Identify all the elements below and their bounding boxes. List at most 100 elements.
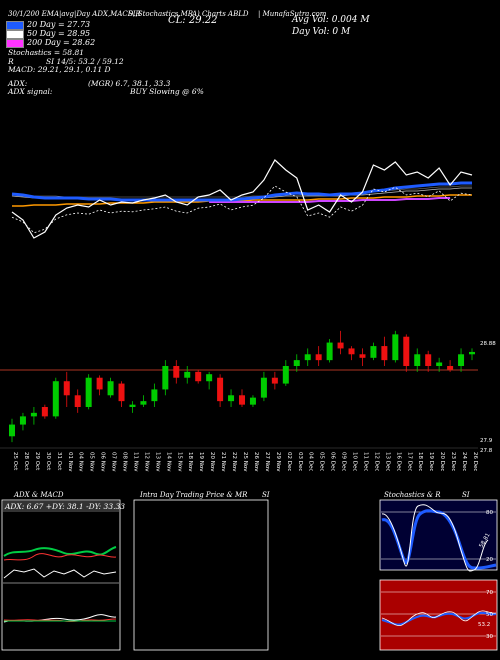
date-tick-label: 10 Dec — [352, 452, 358, 471]
candle-body — [63, 381, 70, 396]
candle-body — [195, 371, 202, 382]
candle-body — [118, 383, 125, 402]
ema-gray-line — [11, 185, 472, 198]
candle-body — [326, 342, 333, 361]
date-tick-label: 20 Dec — [439, 452, 445, 471]
candle-body — [41, 407, 48, 417]
adx-readout: ADX: 6.67 +DY: 38.1 -DY: 33.33 — [4, 502, 125, 511]
date-tick-label: 18 Dec — [417, 452, 423, 471]
candle-body — [107, 381, 114, 396]
legend-label: 20 Day = 27.73 — [27, 20, 91, 29]
adx-signal: BUY Slowing @ 6% — [130, 87, 204, 96]
date-tick-label: 12 Dec — [373, 452, 379, 471]
ema20-line — [11, 181, 472, 202]
candle-body — [436, 362, 443, 366]
adx-red-line — [3, 553, 117, 561]
rsi-stat-r: R — [8, 57, 14, 66]
candle-body — [271, 377, 278, 384]
date-tick-label: 01 Nov — [67, 452, 73, 472]
rsi-label-50: 50 — [486, 612, 493, 618]
price-chart: 25 Oct 28 Oct 29 Oct 30 Oct 31 Oct 01 Nov 04 N… — [0, 159, 496, 472]
candle-body — [151, 389, 158, 402]
rsi-stat: SI 14/5: 53.2 / 59.12 — [46, 57, 124, 66]
date-tick-label: 20 Nov — [209, 452, 215, 472]
candle-body — [184, 371, 191, 378]
candle-body — [239, 395, 245, 405]
candle-body — [228, 395, 235, 402]
date-tick-label: 29 Oct — [34, 452, 40, 471]
date-tick-label: 13 Nov — [154, 452, 160, 472]
candle-body — [129, 404, 136, 407]
rsi-blue-line — [381, 611, 497, 626]
candle-layer — [9, 330, 475, 443]
macd-stat: MACD: 29.21, 29.1, 0.11 D — [8, 65, 111, 74]
candle-body — [282, 366, 289, 384]
candle-body — [348, 348, 355, 355]
legend-label: 50 Day = 28.95 — [27, 29, 91, 38]
legend-ema20: 20 Day = 27.73 — [6, 20, 90, 30]
candle-body — [260, 377, 267, 398]
candle-body — [337, 342, 344, 349]
header-top-line: 30/1/200 EMA|avg|Day ADX,MACD,R — [8, 10, 141, 18]
date-tick-label: 25 Nov — [242, 452, 248, 472]
candle-body — [162, 366, 169, 390]
date-tick-label: 05 Nov — [89, 452, 95, 472]
legend-swatch — [6, 38, 24, 48]
adx-green-line — [3, 546, 117, 557]
date-tick-label: 25 Oct — [12, 452, 18, 471]
date-tick-label: 09 Dec — [341, 452, 347, 471]
adx-panel — [1, 499, 121, 651]
candle-body — [30, 412, 37, 417]
day-vol: Day Vol: 0 M — [292, 27, 351, 37]
stochastics-stat: Stochastics = 58.81 — [8, 48, 85, 57]
date-tick-label: 08 Nov — [122, 452, 128, 472]
candle-body — [370, 346, 377, 358]
candle-body — [85, 377, 92, 407]
rsi-label-70: 70 — [486, 590, 493, 596]
date-tick-label: 26 Dec — [472, 452, 478, 471]
stoch-panel-title: Stochastics & R — [384, 491, 441, 499]
candle-body — [425, 354, 432, 366]
price-label-top: 28.88 — [480, 341, 496, 347]
date-tick-label: 29 Nov — [275, 452, 281, 472]
date-tick-label: 05 Dec — [319, 452, 325, 471]
candle-body — [414, 354, 421, 366]
candle-body — [249, 397, 256, 405]
candle-body — [447, 366, 454, 370]
stoch-panel-title-right: SI — [462, 491, 470, 499]
date-tick-label: 02 Dec — [286, 452, 292, 471]
candle-body — [381, 346, 388, 361]
stoch-blue-line — [381, 509, 497, 570]
date-tick-label: 19 Dec — [428, 452, 434, 471]
candle-body — [359, 354, 366, 358]
candle-body — [52, 381, 59, 417]
adx-stat-label: ADX: — [8, 79, 28, 88]
rsi-white-line — [381, 610, 497, 627]
candle-body — [403, 336, 410, 366]
header-top-line2: SI,Stochastics,MR — [128, 10, 194, 18]
intraday-panel-title: Intra Day Trading Price & MR — [140, 491, 248, 499]
date-tick-label: 26 Nov — [253, 452, 259, 472]
adx-stat: (MGR) 6.7, 38.1, 33.3 — [88, 79, 171, 88]
date-axis: 25 Oct 28 Oct 29 Oct 30 Oct 31 Oct 01 Nov 04 N… — [12, 452, 478, 472]
rsi-label-30: 30 — [486, 634, 493, 640]
candle-body — [315, 354, 322, 361]
adx-white-line — [3, 568, 117, 579]
date-tick-label: 06 Dec — [330, 452, 336, 471]
candle-body — [469, 351, 475, 355]
legend-ema200: 200 Day = 28.62 — [6, 38, 95, 48]
candle-body — [293, 360, 300, 366]
candle-body — [140, 401, 147, 405]
date-tick-label: 27 Nov — [264, 452, 270, 472]
adx-signal-label: ADX signal: — [8, 87, 53, 96]
date-tick-label: 04 Dec — [308, 452, 314, 471]
price-label-mid: 27.9 — [480, 438, 493, 444]
date-tick-label: 31 Oct — [56, 452, 62, 471]
intraday-panel-title-right: SI — [262, 491, 270, 499]
stoch-label-80: 80 — [486, 510, 493, 516]
date-tick-label: 15 Nov — [176, 452, 182, 472]
close-label: CL: 29.22 — [168, 15, 218, 26]
legend-label: 200 Day = 28.62 — [27, 38, 96, 47]
date-tick-label: 11 Dec — [362, 452, 368, 471]
